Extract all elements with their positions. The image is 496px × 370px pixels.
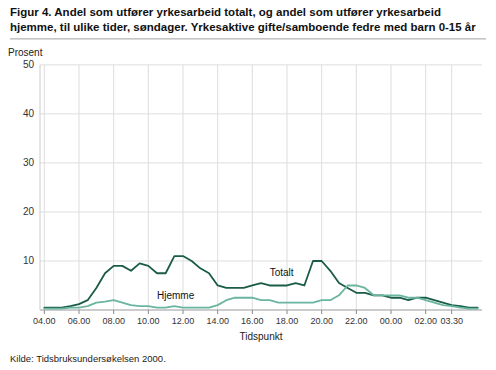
y-tick-label: 20 [23,206,35,217]
lines [44,256,477,308]
y-grid-line [40,260,482,261]
x-tick-label: 08.00 [102,316,125,326]
chart-svg: Prosent 10 20 30 40 50 04.00 06.00 08.00 10.00 12.… [0,0,496,370]
grid [40,65,482,310]
x-tick-label: 22.00 [345,316,368,326]
x-tick [391,310,392,314]
x-tick-label: 00.00 [380,316,403,326]
series-label: Totalt [270,267,294,278]
series-line [44,285,477,308]
y-axis-line [40,65,41,310]
title-rule [10,38,486,39]
x-tick [44,310,45,314]
line-labels: Totalt Hjemme [157,267,294,300]
x-tick [356,310,357,314]
x-tick [113,310,114,314]
y-grid-line [40,211,482,212]
x-tick-label: 16.00 [241,316,264,326]
x-grid-line [217,65,218,310]
x-tick [183,310,184,314]
chart: Figur 4. Andel som utfører yrkesarbeid t… [0,0,496,370]
x-tick-label: 06.00 [68,316,91,326]
title: Figur 4. Andel som utfører yrkesarbeid t… [10,5,486,35]
y-grid-line [40,64,482,65]
x-tick [321,310,322,314]
y-grid-line [40,162,482,163]
x-tick [287,310,288,314]
source-note: Kilde: Tidsbruksundersøkelsen 2000. [10,353,166,364]
x-tick-label: 12.00 [172,316,195,326]
x-grid-line [183,65,184,310]
x-grid-line [451,65,452,310]
x-tick [79,310,80,314]
x-grid-line [356,65,357,310]
x-tick [148,310,149,314]
series-line [44,256,477,307]
y-tick-label: 10 [23,255,35,266]
page: {"chart_data": { "type": "line", "title"… [0,0,496,370]
x-axis-line [40,310,482,311]
x-tick-label: 03.30 [440,316,463,326]
series-label: Hjemme [157,290,195,301]
x-grid-line [79,65,80,310]
x-grid-line [321,65,322,310]
x-grid-line [391,65,392,310]
x-grid-line [44,65,45,310]
y-grid-line [40,113,482,114]
x-tick-label: 20.00 [310,316,333,326]
y-tick-label: 40 [23,108,35,119]
x-grid-line [425,65,426,310]
axes: 10 20 30 40 50 04.00 06.00 08.00 10.00 12.00 14.00… [23,59,482,326]
x-tick [217,310,218,314]
y-axis-label: Prosent [8,47,43,58]
x-tick-label: 10.00 [137,316,160,326]
x-grid-line [148,65,149,310]
y-tick-label: 30 [23,157,35,168]
x-tick [252,310,253,314]
y-tick-label: 50 [23,59,35,70]
x-grid-line [113,65,114,310]
x-tick-label: 14.00 [206,316,229,326]
x-tick-label: 04.00 [33,316,56,326]
x-tick-label: 18.00 [276,316,299,326]
x-grid-line [252,65,253,310]
x-tick-label: 02.00 [414,316,437,326]
x-tick [425,310,426,314]
x-axis-label: Tidspunkt [240,331,283,342]
x-tick [451,310,452,314]
